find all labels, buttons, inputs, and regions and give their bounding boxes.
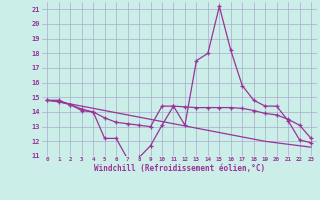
X-axis label: Windchill (Refroidissement éolien,°C): Windchill (Refroidissement éolien,°C): [94, 164, 265, 173]
